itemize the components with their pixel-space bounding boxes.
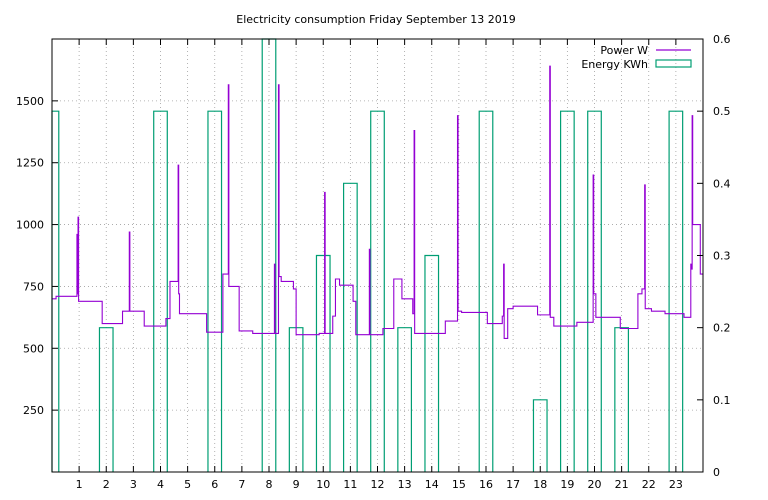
x-tick-label: 8	[266, 478, 273, 491]
energy-box	[397, 327, 413, 472]
y-tick-label: 1250	[16, 157, 44, 170]
energy-box	[342, 182, 358, 472]
x-tick-label: 15	[452, 478, 466, 491]
energy-box	[51, 110, 60, 472]
y-tick-label: 1000	[16, 219, 44, 232]
energy-box	[153, 110, 168, 472]
legend: Power W Energy KWh	[581, 44, 692, 71]
x-tick-label: 21	[615, 478, 629, 491]
x-tick-label: 14	[425, 478, 439, 491]
x-tick-label: 12	[371, 478, 385, 491]
y-axis-ticks: 250 500 750 1000 1250 1500	[16, 95, 58, 417]
plot-frame	[51, 38, 704, 473]
x-tick-label: 23	[669, 478, 683, 491]
x-tick-label: 2	[103, 478, 110, 491]
legend-swatch-energy	[655, 59, 692, 68]
y-tick-label: 750	[23, 280, 44, 293]
x-tick-label: 20	[588, 478, 602, 491]
y2-tick-label: 0.5	[713, 105, 731, 118]
x-tick-label: 7	[238, 478, 245, 491]
x-tick-label: 5	[184, 478, 191, 491]
energy-box	[424, 254, 440, 472]
chart-title: Electricity consumption Friday September…	[236, 13, 515, 26]
y-tick-label: 1500	[16, 95, 44, 108]
legend-label-energy: Energy KWh	[581, 58, 648, 71]
x-tick-label: 3	[130, 478, 137, 491]
x-tick-label: 19	[560, 478, 574, 491]
power-series	[52, 65, 703, 339]
energy-box	[559, 110, 575, 472]
x-tick-label: 17	[506, 478, 520, 491]
y2-tick-label: 0.1	[713, 394, 731, 407]
power-line	[52, 65, 703, 339]
energy-box	[98, 327, 114, 472]
x-tick-label: 13	[398, 478, 412, 491]
energy-box	[668, 110, 684, 472]
energy-box	[614, 327, 630, 472]
x-axis-ticks: 1 2 3 4 5 6 7 8 9 10 11 12 13 14 15 16 17 18 19 20 21 22 23	[76, 39, 683, 491]
x-tick-label: 4	[157, 478, 164, 491]
energy-box	[532, 399, 548, 472]
y2-tick-label: 0.2	[713, 322, 731, 335]
energy-box	[207, 110, 223, 472]
x-tick-label: 18	[533, 478, 547, 491]
x-tick-label: 16	[479, 478, 493, 491]
y-tick-label: 250	[23, 404, 44, 417]
x-tick-label: 9	[293, 478, 300, 491]
x-tick-label: 11	[343, 478, 357, 491]
y-tick-label: 500	[23, 342, 44, 355]
x-tick-label: 1	[76, 478, 83, 491]
y2-tick-label: 0.4	[713, 177, 731, 190]
y2-tick-label: 0.3	[713, 250, 731, 263]
y2-tick-label: 0.6	[713, 33, 731, 46]
energy-box	[587, 110, 602, 472]
energy-series	[51, 38, 684, 472]
y2-tick-label: 0	[713, 466, 720, 479]
energy-box	[315, 254, 331, 472]
x-tick-label: 6	[211, 478, 218, 491]
energy-box	[370, 110, 385, 472]
x-tick-label: 10	[316, 478, 330, 491]
y2-axis-ticks: 0 0.1 0.2 0.3 0.4 0.5 0.6	[697, 33, 731, 479]
x-tick-label: 22	[642, 478, 656, 491]
grid-lines	[52, 39, 703, 472]
legend-label-power: Power W	[600, 44, 648, 57]
energy-box	[478, 110, 494, 472]
